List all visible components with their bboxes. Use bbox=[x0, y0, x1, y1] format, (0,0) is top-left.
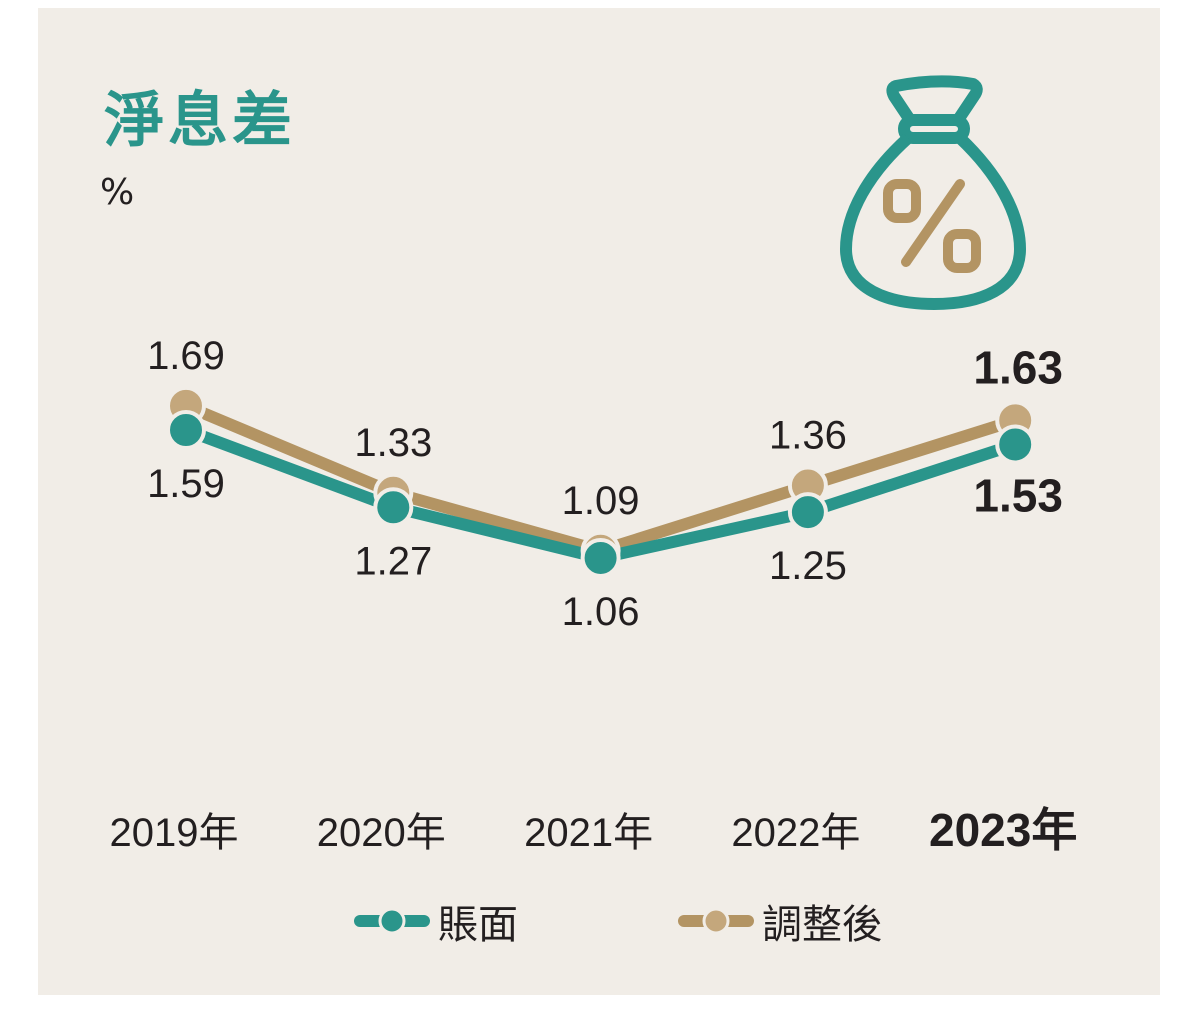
data-label-book: 1.25 bbox=[769, 544, 847, 588]
x-tick-label: 2023年 bbox=[929, 804, 1077, 856]
money-bag-percent-icon bbox=[840, 75, 1026, 310]
data-label-adjusted: 1.63 bbox=[973, 341, 1063, 393]
data-label-adjusted: 1.69 bbox=[147, 334, 225, 378]
data-label-book: 1.27 bbox=[354, 539, 432, 583]
data-point-book bbox=[580, 537, 621, 578]
x-tick-label: 2022年 bbox=[731, 811, 860, 855]
chart-panel bbox=[38, 8, 1160, 995]
data-label-adjusted: 1.36 bbox=[769, 414, 847, 458]
legend-label-book: 賬面 bbox=[438, 902, 518, 948]
x-tick-label: 2019年 bbox=[110, 811, 239, 855]
data-point-book bbox=[166, 410, 206, 450]
data-label-adjusted: 1.09 bbox=[562, 479, 640, 523]
legend-label-adjusted: 調整後 bbox=[762, 902, 882, 948]
legend-item-book: 賬面 bbox=[354, 892, 518, 950]
data-label-book: 1.59 bbox=[147, 462, 225, 506]
data-point-book bbox=[373, 487, 414, 528]
data-label-adjusted: 1.33 bbox=[354, 421, 432, 465]
unit-label: % bbox=[100, 172, 135, 213]
legend-swatch-book bbox=[354, 908, 430, 934]
data-label-book: 1.53 bbox=[973, 469, 1063, 521]
data-label-book: 1.06 bbox=[562, 590, 640, 634]
chart-title: 淨息差 bbox=[104, 86, 296, 156]
legend-item-adjusted: 調整後 bbox=[678, 892, 882, 950]
data-point-book bbox=[995, 424, 1036, 465]
x-tick-label: 2020年 bbox=[317, 811, 446, 855]
data-point-book bbox=[787, 492, 828, 533]
legend-swatch-adjusted bbox=[678, 908, 754, 934]
x-tick-label: 2021年 bbox=[524, 811, 653, 855]
